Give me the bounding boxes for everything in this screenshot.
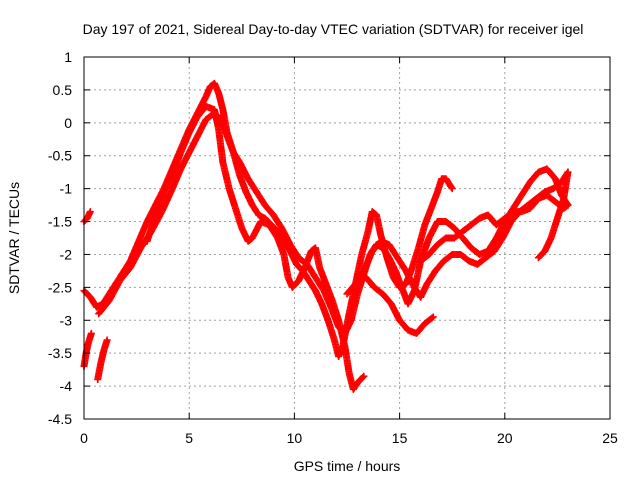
y-tick-label: -4: [60, 378, 73, 394]
data-point: [87, 329, 95, 337]
series-arc-6: [143, 102, 368, 393]
x-tick-label: 15: [392, 430, 408, 446]
x-axis-label: GPS time / hours: [294, 458, 401, 474]
y-tick-labels: 1 0.5 0 -0.5 -1 -1.5 -2 -2.5 -3 -3.5 -4 -4.5: [48, 49, 72, 427]
x-tick-label: 25: [602, 430, 618, 446]
y-tick-label: -3.5: [48, 345, 72, 361]
x-tick-label: 0: [80, 430, 88, 446]
y-tick-label: -3: [60, 312, 73, 328]
data-point: [428, 314, 436, 322]
series-arc-2: [80, 329, 95, 370]
y-tick-label: -0.5: [48, 148, 72, 164]
y-tick-label: -4.5: [48, 411, 72, 427]
x-tick-label: 10: [287, 430, 303, 446]
data-point: [86, 208, 94, 216]
axis-ticks: [83, 56, 611, 420]
series-arc-3: [94, 336, 111, 384]
y-tick-label: -2.5: [48, 279, 72, 295]
y-tick-label: -1.5: [48, 214, 72, 230]
series-arc-8: [354, 270, 437, 337]
y-tick-label: 0: [64, 115, 72, 131]
x-tick-label: 5: [185, 430, 193, 446]
data-points: [80, 79, 572, 393]
data-point: [103, 336, 111, 344]
y-tick-label: 0.5: [53, 82, 73, 98]
data-point: [564, 201, 572, 209]
plot-frame: [83, 56, 611, 420]
series-arc-10: [534, 168, 572, 262]
series-arc-1: [80, 208, 94, 226]
y-tick-label: -1: [60, 181, 73, 197]
x-tick-label: 20: [497, 430, 513, 446]
data-point: [564, 168, 572, 176]
data-point: [360, 372, 368, 380]
y-tick-label: -2: [60, 246, 73, 262]
data-point: [359, 373, 367, 381]
x-tick-labels: 0 5 10 15 20 25: [80, 430, 618, 446]
chart-title: Day 197 of 2021, Sidereal Day-to-day VTE…: [83, 21, 584, 37]
data-point: [448, 185, 456, 193]
y-axis-label: SDTVAR / TECUs: [6, 182, 22, 294]
y-tick-label: 1: [64, 49, 72, 65]
data-point: [429, 313, 437, 321]
series-arc-9: [417, 191, 572, 265]
